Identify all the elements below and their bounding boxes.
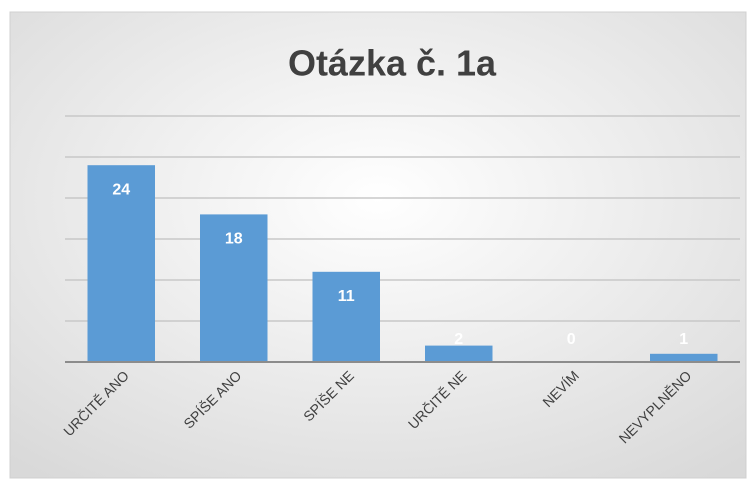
data-label: 0	[567, 331, 576, 348]
bar	[312, 271, 380, 362]
data-label: 1	[679, 331, 688, 348]
data-label: 24	[112, 181, 130, 198]
chart-title: Otázka č. 1a	[288, 43, 497, 84]
bar	[650, 353, 718, 362]
data-label: 18	[225, 231, 243, 248]
data-label: 2	[454, 331, 463, 348]
bar	[87, 165, 155, 362]
bar	[200, 214, 268, 362]
data-label: 11	[338, 288, 355, 305]
bar	[425, 345, 493, 362]
